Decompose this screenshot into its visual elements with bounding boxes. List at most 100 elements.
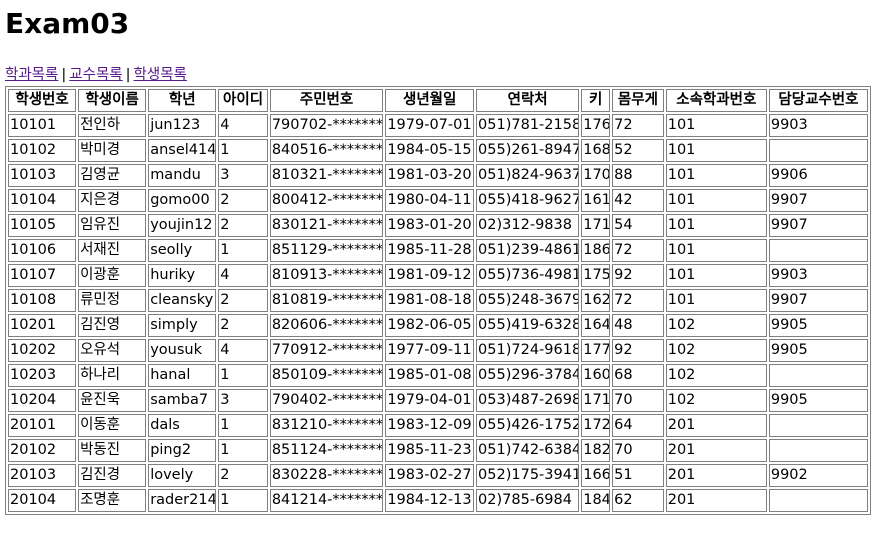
height-cell: 170 xyxy=(581,164,611,187)
contact-cell: 051)724-9618 xyxy=(476,339,580,362)
student-no-cell: 20101 xyxy=(8,414,77,437)
weight-cell: 54 xyxy=(612,214,664,237)
column-header-advisor-no: 담당교수번호 xyxy=(768,89,868,112)
weight-cell: 70 xyxy=(612,389,664,412)
resident-no-cell: 851124-******* xyxy=(269,439,384,462)
department-no-cell: 201 xyxy=(665,439,767,462)
contact-cell: 055)419-6328 xyxy=(476,314,580,337)
resident-no-cell: 790702-******* xyxy=(269,114,384,137)
weight-cell: 64 xyxy=(612,414,664,437)
user-id-cell: 1 xyxy=(218,239,268,262)
advisor-no-cell xyxy=(768,364,868,387)
resident-no-cell: 850109-******* xyxy=(269,364,384,387)
table-row: 20103 김진경 lovely 2 830228-******* 1983-02-27 0… xyxy=(8,464,868,487)
student-no-cell: 10105 xyxy=(8,214,77,237)
advisor-no-cell xyxy=(768,489,868,512)
weight-cell: 92 xyxy=(612,264,664,287)
department-no-cell: 102 xyxy=(665,339,767,362)
resident-no-cell: 810913-******* xyxy=(269,264,384,287)
student-name-cell: 이동훈 xyxy=(78,414,147,437)
resident-no-cell: 770912-******* xyxy=(269,339,384,362)
student-no-cell: 20103 xyxy=(8,464,77,487)
advisor-no-cell xyxy=(768,439,868,462)
student-name-cell: 임유진 xyxy=(78,214,147,237)
user-id-cell: 3 xyxy=(218,164,268,187)
table-row: 10107 이광훈 huriky 4 810913-******* 1981-09-12 0… xyxy=(8,264,868,287)
student-name-cell: 오유석 xyxy=(78,339,147,362)
student-name-cell: 김진영 xyxy=(78,314,147,337)
contact-cell: 02)312-9838 xyxy=(476,214,580,237)
grade-cell: samba7 xyxy=(148,389,217,412)
weight-cell: 72 xyxy=(612,114,664,137)
student-no-cell: 10204 xyxy=(8,389,77,412)
advisor-no-cell: 9903 xyxy=(768,114,868,137)
table-row: 10203 하나리 hanal 1 850109-******* 1985-01-08 05… xyxy=(8,364,868,387)
student-no-cell: 10108 xyxy=(8,289,77,312)
department-no-cell: 101 xyxy=(665,189,767,212)
nav-link-departments[interactable]: 학과목록 xyxy=(5,67,59,83)
height-cell: 160 xyxy=(581,364,611,387)
birthdate-cell: 1981-08-18 xyxy=(385,289,475,312)
advisor-no-cell xyxy=(768,414,868,437)
resident-no-cell: 830121-******* xyxy=(269,214,384,237)
user-id-cell: 1 xyxy=(218,414,268,437)
weight-cell: 52 xyxy=(612,139,664,162)
table-header-row: 학생번호 학생이름 학년 아이디 주민번호 생년월일 연락처 키 몸무게 소속학… xyxy=(8,89,868,112)
table-row: 10202 오유석 yousuk 4 770912-******* 1977-09-11 0… xyxy=(8,339,868,362)
advisor-no-cell: 9907 xyxy=(768,289,868,312)
column-header-height: 키 xyxy=(581,89,611,112)
nav-separator: | xyxy=(61,67,67,83)
resident-no-cell: 790402-******* xyxy=(269,389,384,412)
nav-link-students[interactable]: 학생목록 xyxy=(133,67,187,83)
student-name-cell: 전인하 xyxy=(78,114,147,137)
department-no-cell: 101 xyxy=(665,214,767,237)
birthdate-cell: 1985-11-28 xyxy=(385,239,475,262)
department-no-cell: 101 xyxy=(665,164,767,187)
contact-cell: 053)487-2698 xyxy=(476,389,580,412)
nav-link-professors[interactable]: 교수목록 xyxy=(69,67,123,83)
department-no-cell: 201 xyxy=(665,464,767,487)
table-row: 20101 이동훈 dals 1 831210-******* 1983-12-09 055… xyxy=(8,414,868,437)
advisor-no-cell: 9902 xyxy=(768,464,868,487)
department-no-cell: 201 xyxy=(665,414,767,437)
column-header-contact: 연락처 xyxy=(476,89,580,112)
birthdate-cell: 1980-04-11 xyxy=(385,189,475,212)
grade-cell: ping2 xyxy=(148,439,217,462)
grade-cell: dals xyxy=(148,414,217,437)
advisor-no-cell: 9905 xyxy=(768,339,868,362)
table-row: 10102 박미경 ansel414 1 840516-******* 1984-05-1… xyxy=(8,139,868,162)
student-name-cell: 조명훈 xyxy=(78,489,147,512)
advisor-no-cell: 9905 xyxy=(768,389,868,412)
advisor-no-cell: 9903 xyxy=(768,264,868,287)
resident-no-cell: 810321-******* xyxy=(269,164,384,187)
student-no-cell: 10201 xyxy=(8,314,77,337)
weight-cell: 88 xyxy=(612,164,664,187)
resident-no-cell: 830228-******* xyxy=(269,464,384,487)
resident-no-cell: 820606-******* xyxy=(269,314,384,337)
student-no-cell: 10203 xyxy=(8,364,77,387)
student-no-cell: 20104 xyxy=(8,489,77,512)
contact-cell: 052)175-3941 xyxy=(476,464,580,487)
user-id-cell: 2 xyxy=(218,314,268,337)
birthdate-cell: 1984-05-15 xyxy=(385,139,475,162)
student-no-cell: 10104 xyxy=(8,189,77,212)
resident-no-cell: 840516-******* xyxy=(269,139,384,162)
table-row: 10104 지은경 gomo00 2 800412-******* 1980-04-11 0… xyxy=(8,189,868,212)
birthdate-cell: 1983-12-09 xyxy=(385,414,475,437)
user-id-cell: 1 xyxy=(218,139,268,162)
user-id-cell: 1 xyxy=(218,364,268,387)
weight-cell: 72 xyxy=(612,289,664,312)
user-id-cell: 4 xyxy=(218,114,268,137)
height-cell: 171 xyxy=(581,389,611,412)
height-cell: 166 xyxy=(581,464,611,487)
height-cell: 176 xyxy=(581,114,611,137)
student-name-cell: 하나리 xyxy=(78,364,147,387)
weight-cell: 62 xyxy=(612,489,664,512)
advisor-no-cell xyxy=(768,239,868,262)
contact-cell: 055)261-8947 xyxy=(476,139,580,162)
table-row: 10108 류민정 cleansky 2 810819-******* 1981-08-1… xyxy=(8,289,868,312)
birthdate-cell: 1985-11-23 xyxy=(385,439,475,462)
contact-cell: 055)736-4981 xyxy=(476,264,580,287)
grade-cell: gomo00 xyxy=(148,189,217,212)
table-row: 10106 서재진 seolly 1 851129-******* 1985-11-28 0… xyxy=(8,239,868,262)
